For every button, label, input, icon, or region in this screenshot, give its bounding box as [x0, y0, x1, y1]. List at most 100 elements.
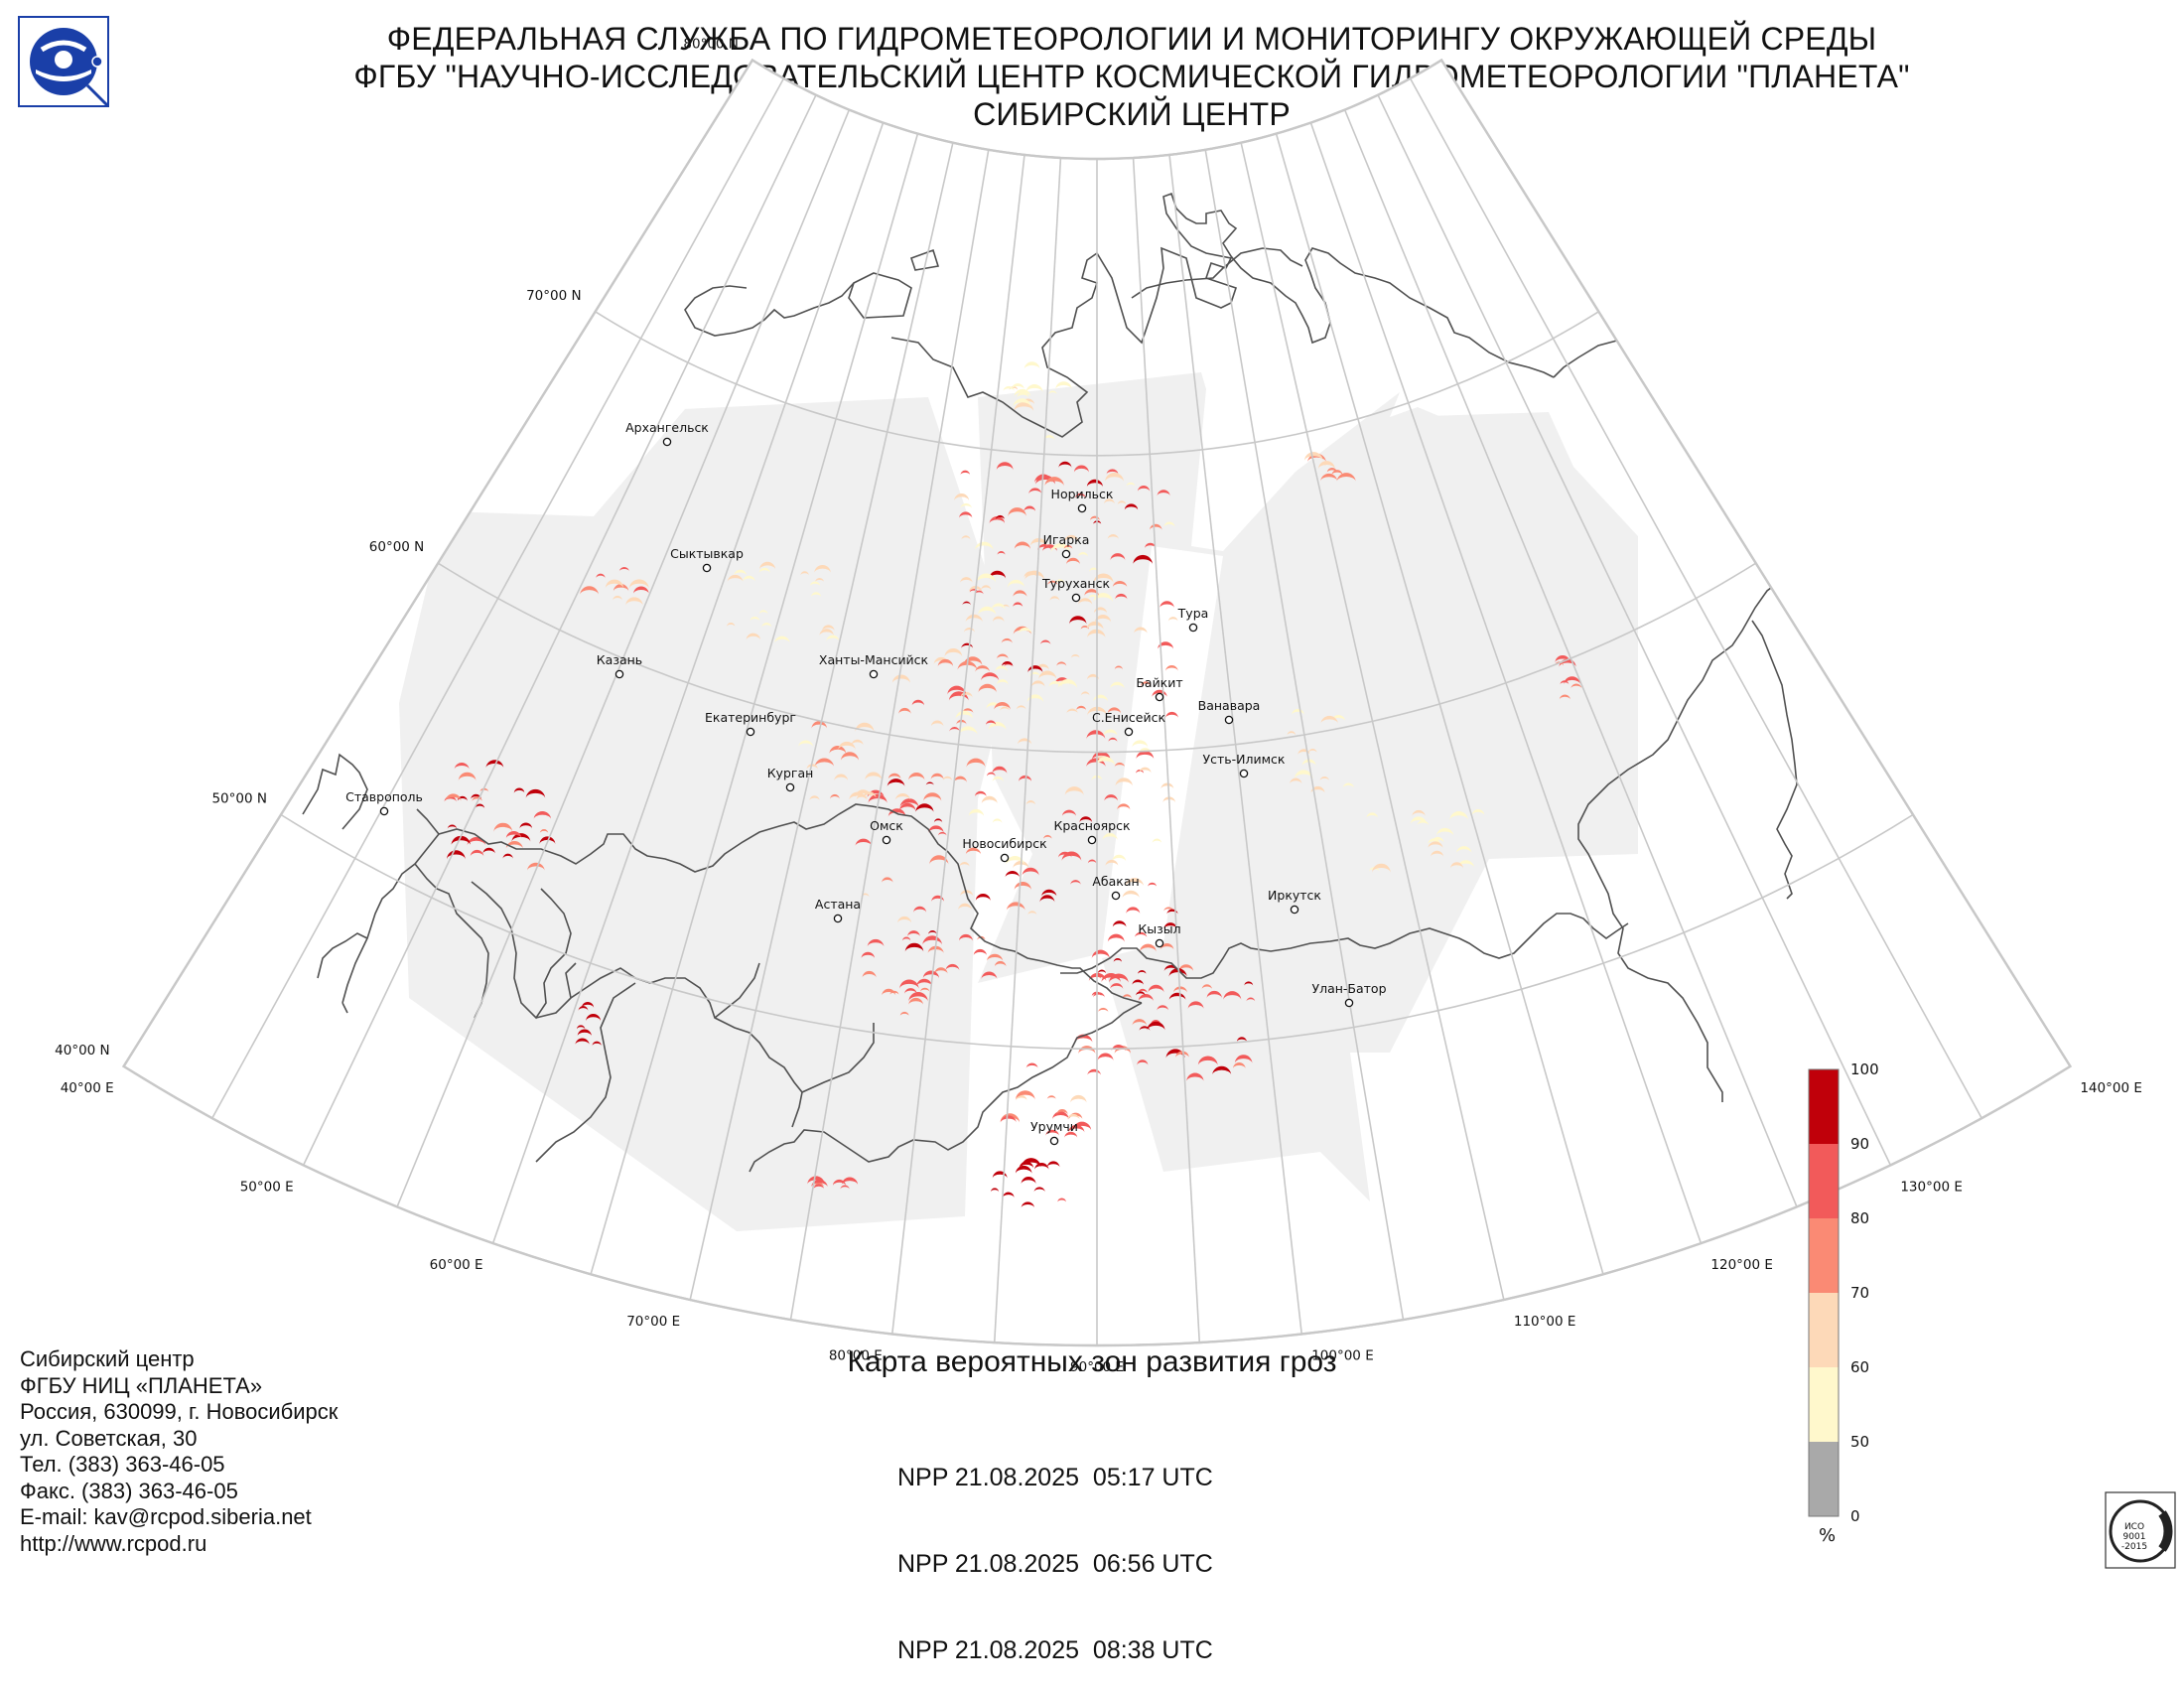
storm-cell	[867, 938, 885, 947]
storm-cell	[1089, 567, 1099, 573]
storm-cell	[1093, 593, 1114, 603]
storm-cell	[916, 978, 933, 987]
storm-cell	[960, 502, 973, 509]
storm-cell	[1112, 580, 1128, 588]
storm-cell	[1078, 598, 1093, 606]
storm-cell	[1136, 991, 1146, 996]
storm-cell	[628, 579, 649, 590]
storm-cell	[533, 811, 552, 819]
storm-cell	[1076, 705, 1087, 711]
meridian-80	[890, 154, 1025, 1335]
storm-cell	[1029, 538, 1047, 547]
storm-cell	[1126, 907, 1141, 915]
storm-cell	[1471, 808, 1485, 816]
longitude-label: 70°00 E	[626, 1314, 680, 1330]
storm-cell	[1117, 803, 1131, 810]
storm-cell	[750, 617, 760, 622]
storm-cell	[1223, 991, 1242, 1001]
storm-cell	[975, 790, 987, 797]
storm-cell	[727, 623, 736, 628]
storm-cell	[1138, 994, 1154, 1002]
contact-website[interactable]: http://www.rcpod.ru	[20, 1530, 207, 1556]
cert-line-2: 9001	[2123, 1532, 2146, 1542]
storm-cell	[834, 774, 849, 781]
storm-cell	[815, 577, 824, 583]
storm-cell	[1014, 881, 1031, 891]
storm-cell	[1331, 715, 1346, 722]
storm-cell	[1039, 639, 1051, 645]
storm-cell	[1017, 391, 1029, 398]
storm-cell	[1148, 984, 1164, 993]
city-marker: Иркутск	[1268, 888, 1321, 915]
storm-cell	[1080, 691, 1090, 696]
storm-cell	[1047, 580, 1058, 586]
city-label: Игарка	[1043, 532, 1090, 547]
storm-cell	[605, 579, 624, 589]
latitude-label: 80°00 N	[683, 36, 739, 52]
storm-cell	[981, 795, 998, 804]
meridian-100	[1168, 154, 1303, 1335]
storm-cell	[1139, 1026, 1151, 1032]
storm-cell	[975, 665, 990, 672]
storm-cell	[840, 1185, 850, 1190]
storm-cell	[855, 722, 875, 733]
iso-certificate-icon: ИСО 9001 -2015	[2105, 1491, 2176, 1569]
storm-cell	[1013, 398, 1031, 408]
storm-cell	[1310, 785, 1325, 793]
storm-cell	[1070, 653, 1080, 658]
storm-cell	[806, 764, 818, 770]
storm-cell	[953, 776, 967, 783]
storm-cell	[1157, 1005, 1169, 1011]
storm-cell	[592, 1041, 602, 1047]
storm-cell	[1045, 1129, 1059, 1136]
storm-cell	[1317, 461, 1335, 470]
storm-cell	[1163, 922, 1177, 929]
storm-cell	[485, 760, 504, 769]
longitude-label: 60°00 E	[430, 1257, 483, 1273]
storm-cell	[1147, 1021, 1165, 1031]
storm-cell	[959, 511, 973, 518]
storm-cell	[991, 603, 1006, 610]
city-marker: Кызыл	[1138, 921, 1181, 948]
contact-email[interactable]: E-mail: kav@rcpod.siberia.net	[20, 1504, 312, 1529]
storm-cell	[743, 575, 755, 582]
storm-cell	[1078, 1046, 1096, 1055]
storm-cell	[1038, 670, 1057, 680]
storm-cell	[992, 766, 1008, 775]
storm-cell	[841, 752, 859, 762]
storm-cell	[947, 685, 967, 695]
storm-cell	[539, 829, 549, 834]
storm-cell	[838, 741, 856, 751]
storm-cell	[1043, 834, 1052, 840]
storm-cell	[915, 803, 934, 813]
storm-cell	[865, 772, 883, 781]
storm-cell	[1122, 994, 1132, 999]
caspian-coastline	[471, 881, 572, 1020]
storm-cell	[1013, 602, 1024, 608]
storm-cell	[958, 903, 972, 911]
storm-cell	[908, 992, 928, 1002]
meridian-120	[1309, 122, 1703, 1244]
mongolia-border	[1060, 913, 1629, 979]
storm-cell	[1115, 777, 1133, 787]
storm-cell	[1015, 1090, 1035, 1101]
storm-cell	[1016, 705, 1026, 710]
meridian-55	[396, 109, 851, 1207]
storm-cell	[525, 788, 546, 798]
storm-cell	[625, 597, 643, 606]
storm-cell	[1107, 707, 1121, 714]
storm-cell	[1066, 557, 1080, 565]
storm-cell	[958, 726, 978, 735]
storm-cell	[1366, 812, 1378, 819]
storm-cell	[1233, 1062, 1246, 1069]
storm-cell	[1087, 629, 1106, 638]
storm-cell	[997, 679, 1009, 685]
storm-cell	[841, 1177, 859, 1186]
storm-cell	[1084, 589, 1099, 597]
storm-cell	[1024, 361, 1040, 370]
storm-cell	[576, 1025, 586, 1030]
header-line-1: ФЕДЕРАЛЬНАЯ СЛУЖБА ПО ГИДРОМЕТЕОРОЛОГИИ …	[386, 21, 1877, 57]
storm-cell	[908, 772, 925, 781]
storm-cell	[891, 674, 910, 684]
storm-cell	[986, 953, 1004, 961]
